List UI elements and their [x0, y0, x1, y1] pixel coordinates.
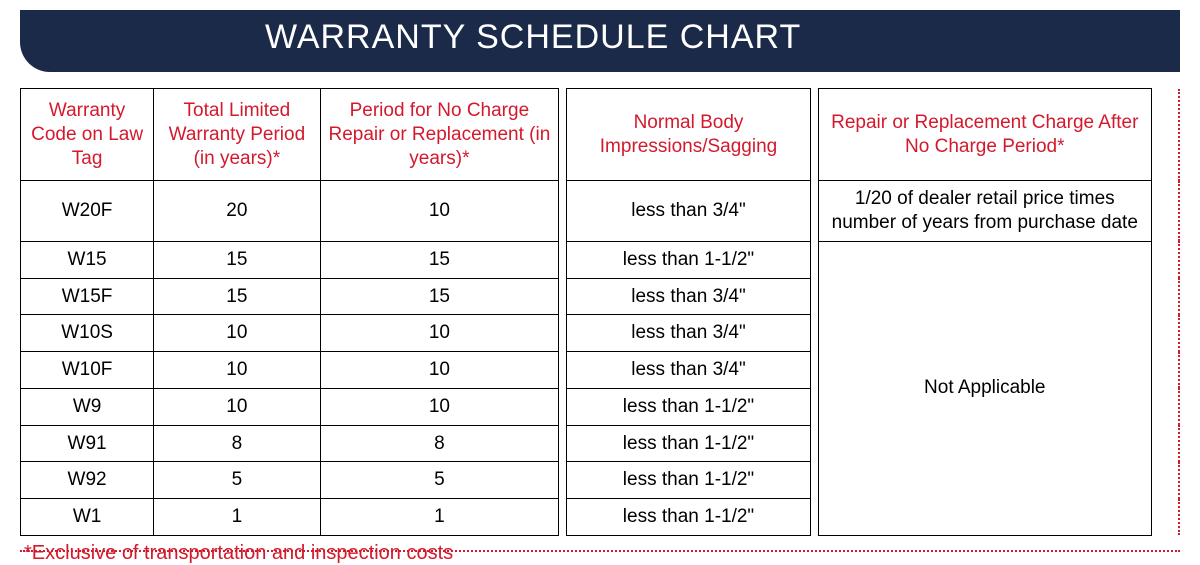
cell-sag: less than 1-1/2"	[566, 499, 810, 536]
warranty-table: Warranty Code on Law Tag Total Limited W…	[20, 88, 1180, 536]
cell-total: 10	[154, 352, 320, 389]
col-right-dots	[1151, 89, 1179, 181]
cell-code: W92	[21, 462, 154, 499]
cell-charge-rest: Not Applicable	[818, 241, 1151, 535]
cell-total: 10	[154, 315, 320, 352]
cell-code: W10S	[21, 315, 154, 352]
cell-total: 1	[154, 499, 320, 536]
cell-code: W20F	[21, 181, 154, 242]
cell-nocharge: 8	[320, 425, 559, 462]
cell-spacer	[559, 181, 567, 536]
col-spacer	[559, 89, 567, 181]
cell-total: 15	[154, 241, 320, 278]
cell-nocharge: 1	[320, 499, 559, 536]
cell-code: W91	[21, 425, 154, 462]
footnote: *Exclusive of transportation and inspect…	[24, 542, 1180, 565]
cell-code: W15	[21, 241, 154, 278]
cell-charge-first: 1/20 of dealer retail price times number…	[818, 181, 1151, 242]
col-nocharge-period: Period for No Charge Repair or Replaceme…	[320, 89, 559, 181]
cell-code: W1	[21, 499, 154, 536]
cell-sag: less than 3/4"	[566, 315, 810, 352]
cell-nocharge: 15	[320, 241, 559, 278]
cell-sag: less than 3/4"	[566, 181, 810, 242]
cell-total: 15	[154, 278, 320, 315]
cell-code: W9	[21, 388, 154, 425]
cell-spacer	[811, 181, 819, 536]
cell-sag: less than 3/4"	[566, 352, 810, 389]
cell-nocharge: 10	[320, 352, 559, 389]
cell-nocharge: 15	[320, 278, 559, 315]
page-title: WARRANTY SCHEDULE CHART	[265, 18, 801, 57]
cell-total: 5	[154, 462, 320, 499]
cell-total: 10	[154, 388, 320, 425]
cell-nocharge: 10	[320, 388, 559, 425]
dotted-border-bottom	[20, 550, 1180, 552]
col-warranty-code: Warranty Code on Law Tag	[21, 89, 154, 181]
cell-total: 20	[154, 181, 320, 242]
col-sagging: Normal Body Impressions/Sagging	[566, 89, 810, 181]
table-header-row: Warranty Code on Law Tag Total Limited W…	[21, 89, 1180, 181]
col-spacer	[811, 89, 819, 181]
cell-total: 8	[154, 425, 320, 462]
table-row: W15 15 15 less than 1-1/2" Not Applicabl…	[21, 241, 1180, 278]
cell-sag: less than 3/4"	[566, 278, 810, 315]
cell-nocharge: 5	[320, 462, 559, 499]
cell-sag: less than 1-1/2"	[566, 241, 810, 278]
page: WARRANTY SCHEDULE CHART Warranty Code on…	[0, 0, 1200, 558]
col-total-period: Total Limited Warranty Period (in years)…	[154, 89, 320, 181]
cell-sag: less than 1-1/2"	[566, 388, 810, 425]
cell-nocharge: 10	[320, 181, 559, 242]
cell-sag: less than 1-1/2"	[566, 425, 810, 462]
cell-right-dots	[1151, 181, 1179, 536]
cell-code: W10F	[21, 352, 154, 389]
cell-sag: less than 1-1/2"	[566, 462, 810, 499]
table-row: W20F 20 10 less than 3/4" 1/20 of dealer…	[21, 181, 1180, 242]
cell-code: W15F	[21, 278, 154, 315]
col-charge: Repair or Replacement Charge After No Ch…	[818, 89, 1151, 181]
title-banner: WARRANTY SCHEDULE CHART	[20, 10, 1180, 78]
cell-nocharge: 10	[320, 315, 559, 352]
